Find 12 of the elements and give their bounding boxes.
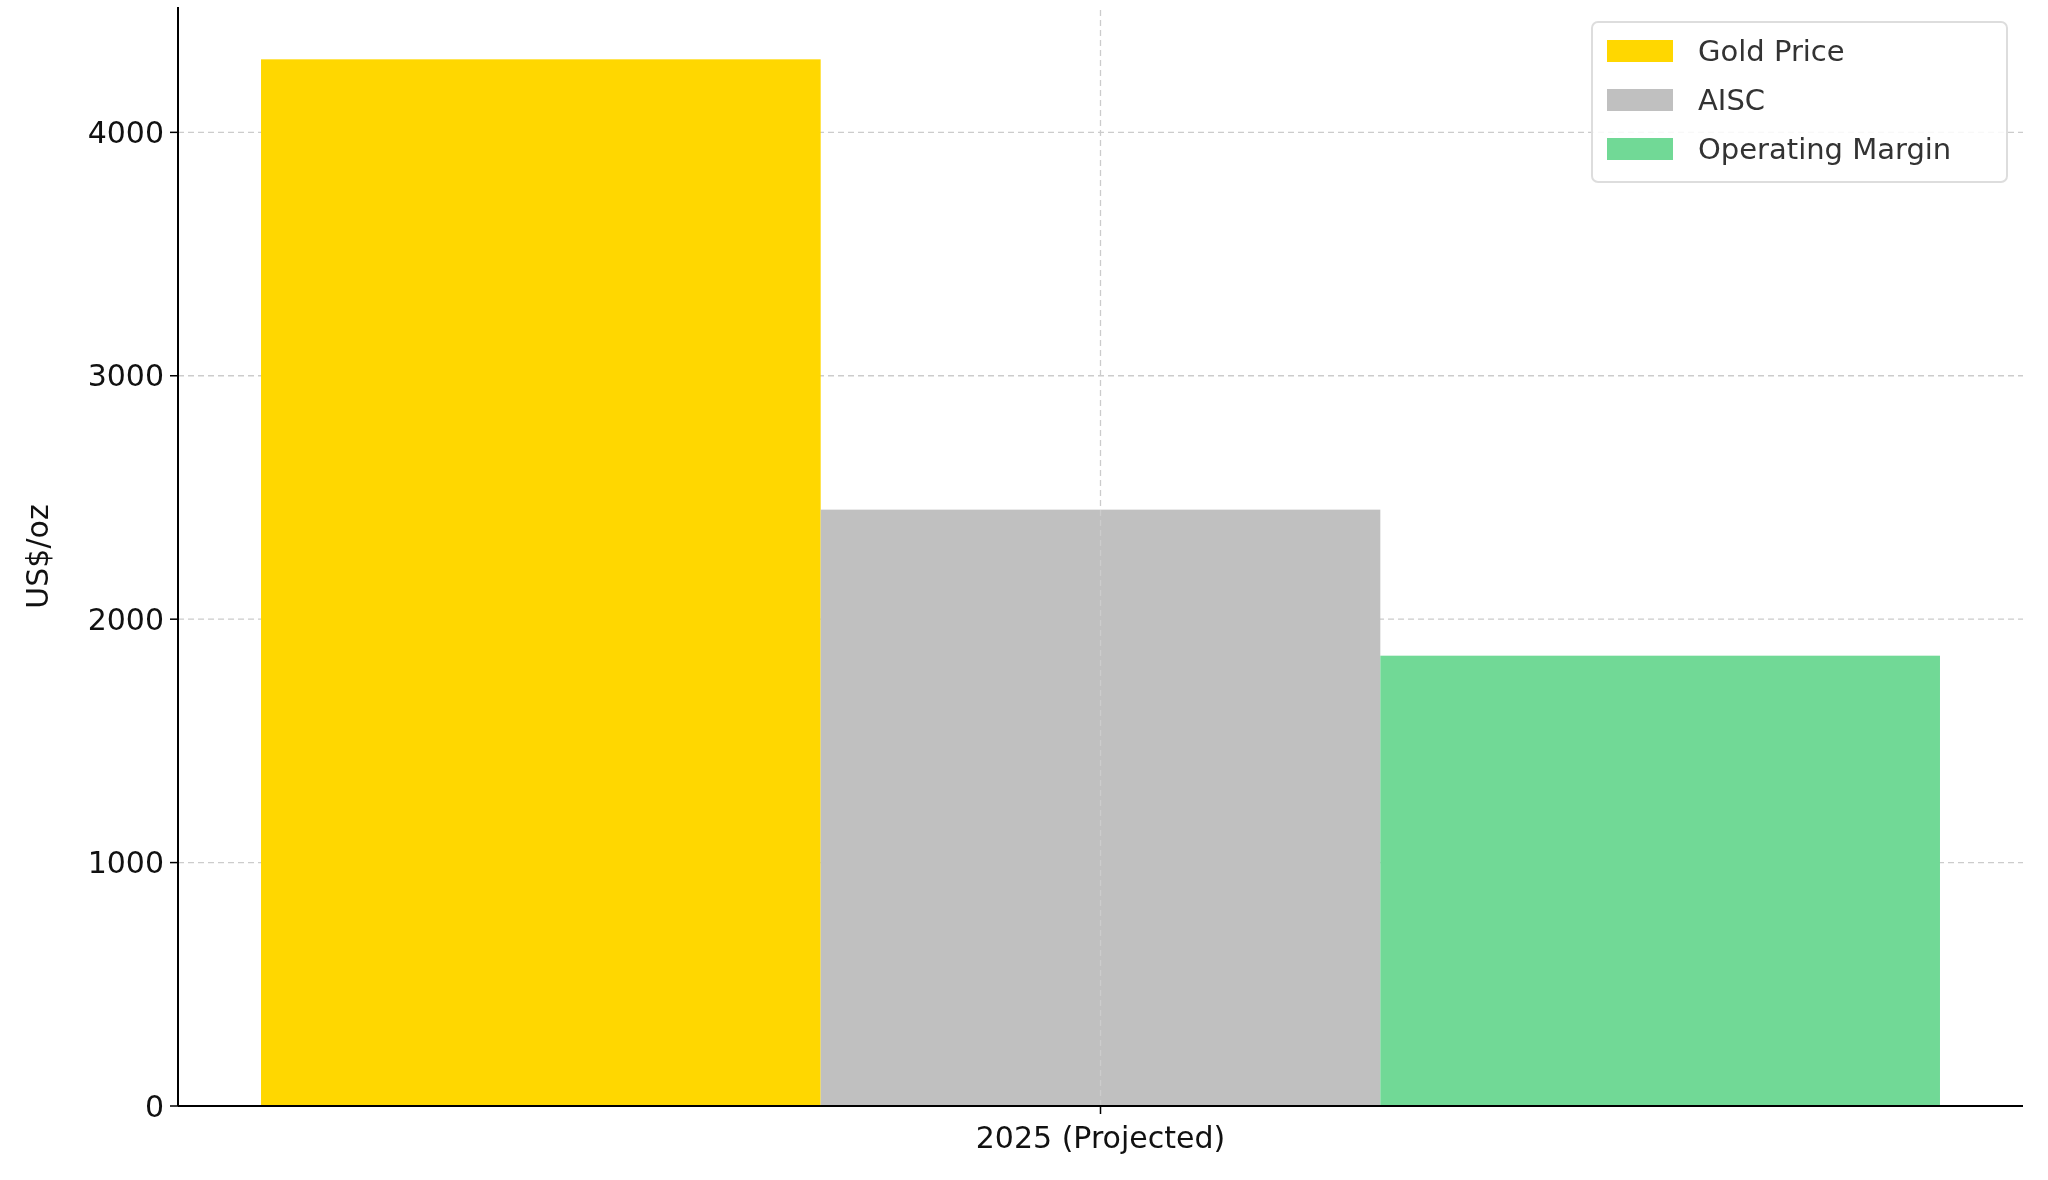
y-axis-title: US$/oz — [20, 504, 55, 609]
y-tick-label: 1000 — [87, 845, 164, 881]
y-tick-label: 4000 — [87, 114, 164, 150]
x-tick-label: 2025 (Projected) — [975, 1120, 1226, 1155]
y-tick-label: 2000 — [87, 601, 164, 637]
legend-label: AISC — [1698, 83, 1766, 118]
legend-label: Gold Price — [1698, 34, 1845, 69]
legend-label: Operating Margin — [1698, 132, 1952, 167]
y-tick-label: 0 — [144, 1088, 164, 1124]
bar — [1380, 655, 1940, 1106]
bar — [261, 59, 821, 1106]
y-tick-label: 3000 — [87, 358, 164, 394]
